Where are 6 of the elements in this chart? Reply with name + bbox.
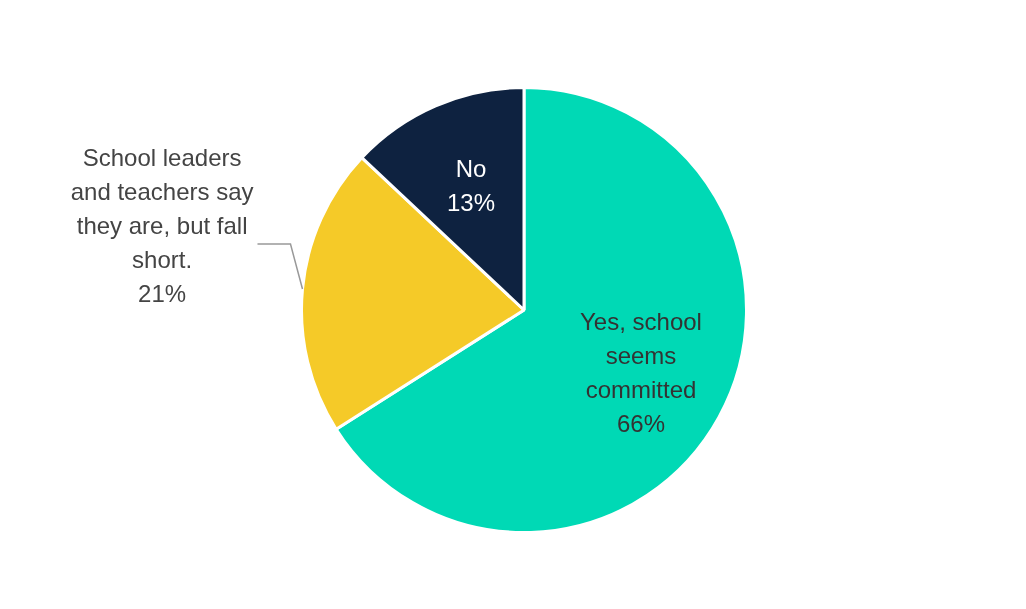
data-label: 21% [138,279,187,307]
slice-label: No [455,155,487,183]
data-label: 66% [616,409,666,437]
slice-label: School leaders and teachers say they are, but fall short. [70,143,254,273]
data-label: 13% [446,189,495,217]
slice-label: Yes, school seems committed [580,307,702,403]
